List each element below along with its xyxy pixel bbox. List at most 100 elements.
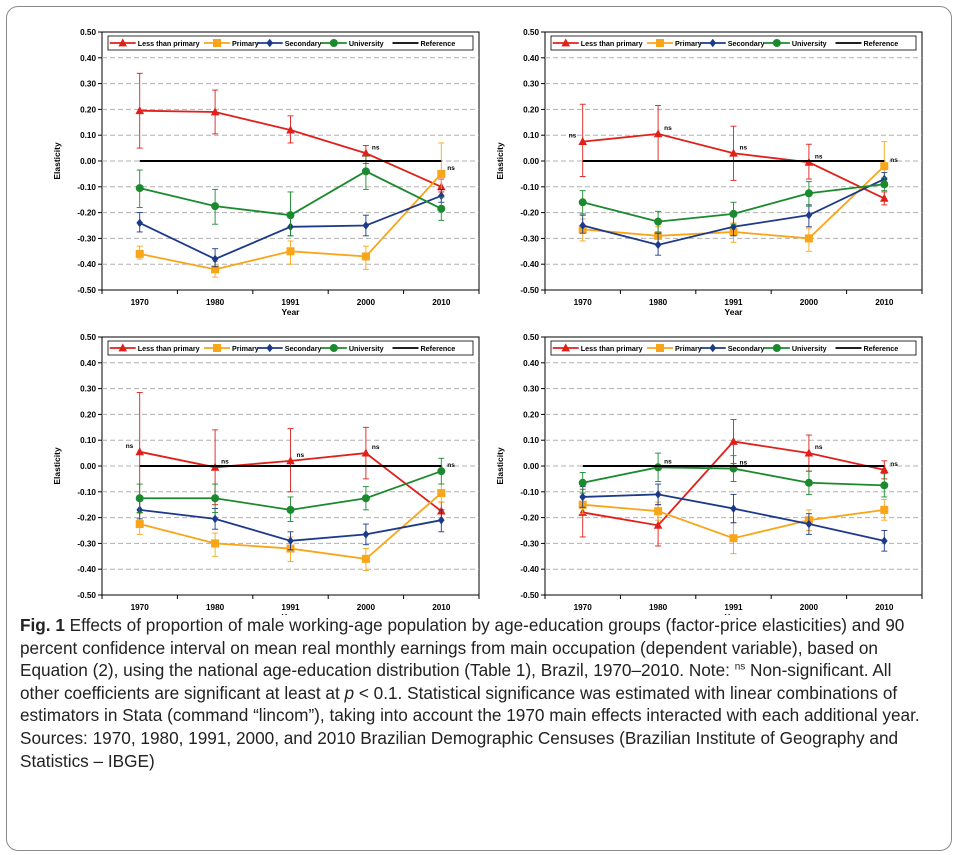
data-point (211, 494, 220, 503)
legend-marker (561, 38, 571, 47)
data-point (804, 448, 814, 457)
data-point (804, 478, 813, 487)
data-point (211, 265, 220, 274)
data-point (135, 494, 144, 503)
data-point (286, 505, 295, 514)
legend-label: Secondary (285, 39, 322, 48)
y-tick-label: -0.20 (520, 209, 539, 218)
series-secondary (579, 172, 888, 256)
y-tick-label: 0.20 (80, 105, 96, 114)
x-tick-label: 1970 (131, 603, 150, 612)
y-tick-label: 0.50 (80, 333, 96, 342)
data-point (135, 520, 144, 529)
y-tick-label: 0.50 (523, 333, 539, 342)
series-secondary (136, 500, 445, 551)
legend-label: Reference (863, 39, 898, 48)
y-tick-label: 0.40 (80, 54, 96, 63)
legend-item: Less than primary (552, 343, 643, 353)
y-tick-label: -0.40 (77, 260, 96, 269)
data-point (437, 467, 446, 476)
y-axis-title: Elasticity (495, 142, 505, 180)
legend-marker (212, 39, 221, 47)
y-tick-label: 0.10 (80, 131, 96, 140)
data-point (880, 465, 889, 474)
legend-item: University (320, 344, 384, 353)
data-point (211, 254, 219, 264)
data-point (361, 148, 371, 157)
x-axis-title: Year (282, 307, 301, 317)
legend-marker (709, 38, 717, 48)
y-tick-label: 0.10 (523, 436, 539, 445)
data-point (880, 481, 889, 490)
data-point (730, 222, 737, 232)
data-point (286, 211, 295, 220)
x-tick-label: 1970 (131, 298, 150, 307)
legend-marker (709, 343, 717, 353)
legend-item: Less than primary (552, 38, 643, 48)
y-tick-label: 0.50 (80, 28, 96, 37)
ns-label: ns (890, 461, 898, 468)
ns-label: ns (815, 153, 823, 160)
legend-label: Secondary (285, 344, 322, 353)
data-point (579, 492, 586, 502)
data-point (804, 234, 813, 243)
legend-item: Secondary (699, 38, 765, 48)
data-point (286, 125, 295, 134)
caption-p-symbol: p (344, 682, 355, 703)
y-tick-label: -0.20 (520, 514, 539, 523)
x-tick-label: 2000 (800, 603, 819, 612)
data-point (287, 536, 294, 546)
ns-label: ns (664, 125, 672, 132)
y-tick-label: -0.50 (520, 286, 539, 295)
ns-label: ns (297, 452, 305, 459)
legend-label: Primary (675, 39, 702, 48)
charts-svg: 0.50 0.40 0.30 0.20 0.10 0.00 -0.10 -0.20 -0.30 -… (52, 28, 923, 615)
ns-label: ns (221, 458, 229, 465)
data-point (805, 210, 813, 220)
data-point (579, 221, 586, 230)
data-point (654, 507, 663, 516)
data-point (654, 463, 663, 472)
legend-item: Primary (203, 344, 259, 353)
y-tick-label: -0.20 (77, 209, 96, 218)
y-tick-label: 0.10 (80, 436, 96, 445)
y-tick-label: 0.30 (523, 385, 539, 394)
caption-text-1: Effects of proportion of male working-ag… (20, 615, 905, 681)
data-point (361, 252, 370, 261)
chart-4: 0.50 0.40 0.30 0.20 0.10 0.00 -0.10 -0.20 -0.30 -… (495, 333, 923, 615)
legend-item: Reference (835, 39, 898, 48)
data-point (730, 504, 737, 513)
x-axis-title: Year (725, 307, 744, 317)
data-point (286, 247, 295, 256)
x-tick-label: 2000 (357, 298, 376, 307)
legend-item: Secondary (699, 343, 765, 353)
legend-label: Secondary (728, 39, 765, 48)
data-point (880, 180, 889, 189)
data-point (361, 494, 370, 503)
data-point (135, 447, 144, 456)
legend: Less than primary Primary Secondary Univers… (550, 35, 917, 51)
chart-3: 0.50 0.40 0.30 0.20 0.10 0.00 -0.10 -0.20 -0.30 -… (52, 333, 480, 615)
y-tick-label: 0.00 (80, 462, 96, 471)
ns-label: ns (569, 133, 577, 140)
ns-label: ns (126, 443, 134, 450)
x-tick-label: 1991 (724, 298, 743, 307)
y-tick-label: -0.10 (520, 183, 539, 192)
data-point (578, 137, 587, 146)
legend-label: Secondary (728, 344, 765, 353)
chart-1: 0.50 0.40 0.30 0.20 0.10 0.00 -0.10 -0.20 -0.30 -… (52, 28, 480, 317)
ns-label: ns (815, 444, 823, 451)
ns-label: ns (447, 462, 455, 469)
data-point (135, 106, 144, 115)
x-tick-label: 2010 (875, 603, 894, 612)
y-tick-label: 0.20 (523, 410, 539, 419)
y-tick-label: -0.50 (77, 591, 96, 600)
legend-label: University (349, 344, 384, 353)
series-university (135, 155, 446, 237)
x-tick-label: 2000 (357, 603, 376, 612)
data-point (438, 191, 445, 201)
y-tick-label: -0.10 (77, 183, 96, 192)
legend-label: Primary (675, 344, 702, 353)
data-point (578, 478, 587, 487)
legend-label: University (792, 344, 827, 353)
